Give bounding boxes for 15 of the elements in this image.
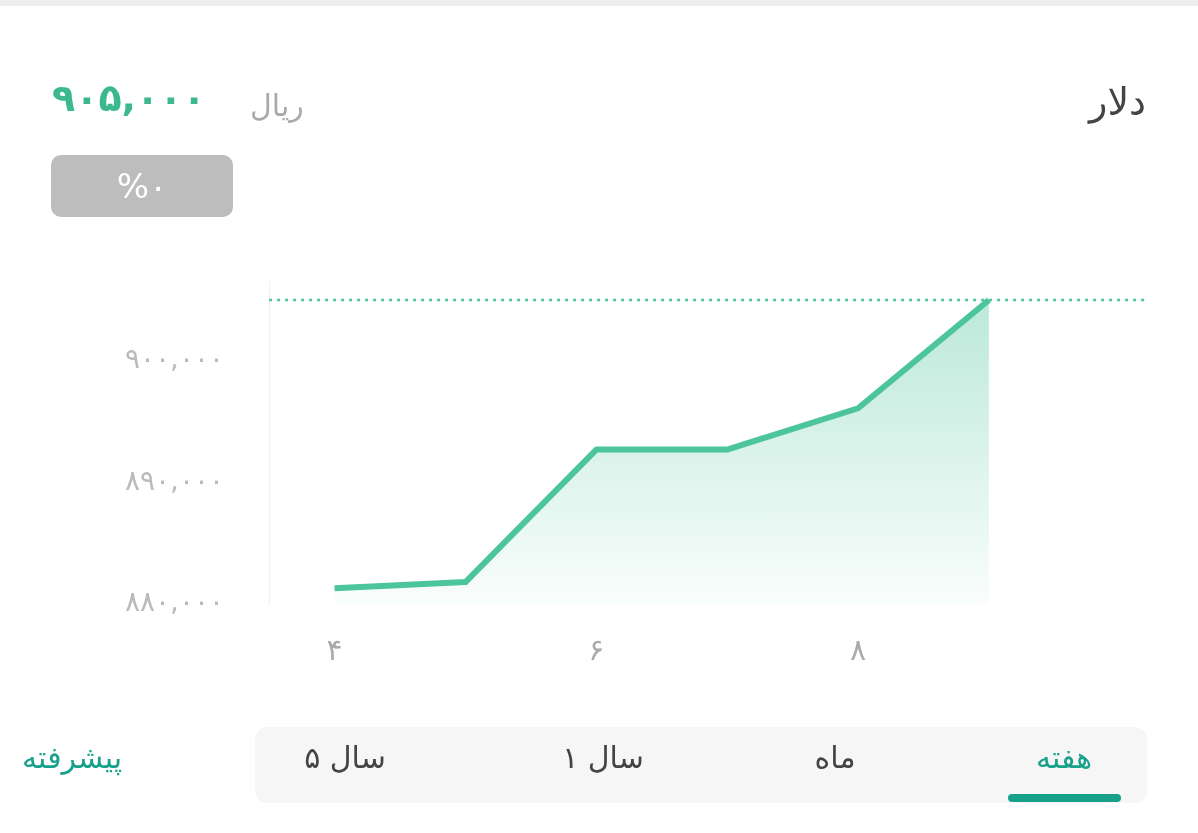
chart-title: دلار — [1089, 80, 1146, 124]
text: ۱ سال — [562, 740, 644, 775]
x-tick-label: ۸ — [850, 631, 867, 667]
y-tick-label: ۹۰۰,۰۰۰ — [124, 342, 225, 376]
text: ۹۰۵,۰۰۰ — [52, 76, 206, 120]
text: ریال — [250, 88, 304, 123]
text: هفته — [1035, 740, 1093, 775]
text: ۵ سال — [304, 740, 386, 775]
x-tick-label: ۶ — [588, 631, 605, 667]
y-tick-label: ۸۹۰,۰۰۰ — [124, 463, 225, 497]
text: %۰ — [51, 155, 233, 217]
y-tick-label: ۸۸۰,۰۰۰ — [124, 585, 225, 619]
x-tick-label: ۴ — [326, 631, 343, 667]
text: پیشرفته — [22, 740, 123, 775]
text: ماه — [814, 740, 856, 775]
